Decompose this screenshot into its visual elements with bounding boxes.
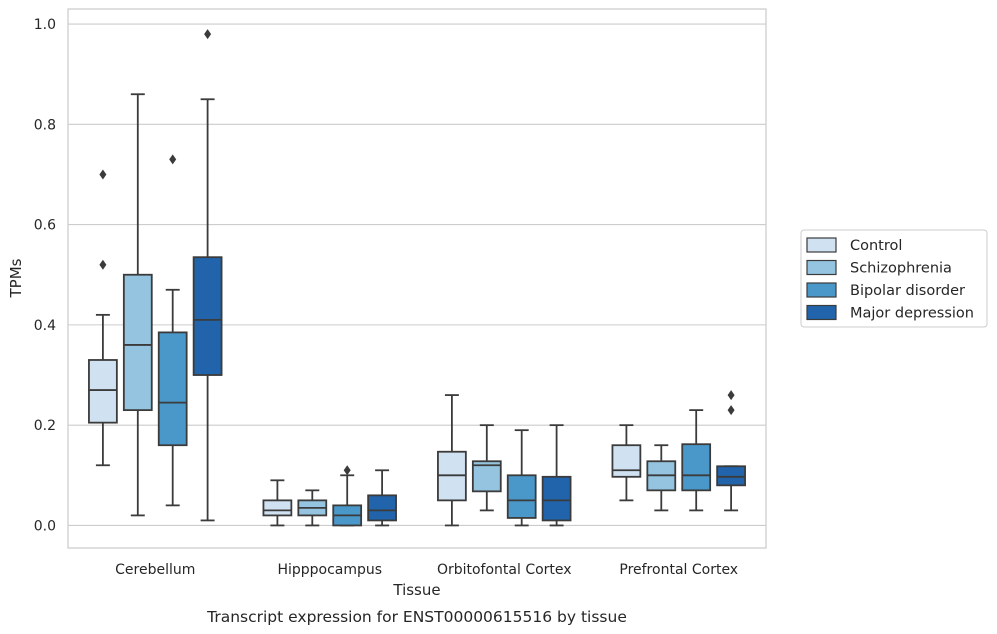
y-tick-label: 0.6 — [34, 218, 56, 234]
box — [506, 474, 537, 519]
y-tick-label: 0.0 — [34, 518, 56, 534]
box-group — [681, 409, 712, 512]
box-group — [192, 29, 223, 522]
box — [471, 460, 502, 493]
y-tick-label: 0.2 — [34, 418, 56, 434]
box — [262, 499, 293, 517]
boxes-layer — [88, 29, 746, 527]
x-tick-labels: Cerebellum Hipppocampus Orbitofontal Corte… — [115, 562, 738, 578]
outlier-point — [204, 29, 212, 40]
box-group — [332, 465, 363, 527]
box — [88, 359, 118, 424]
y-axis-label: TPMs — [7, 258, 25, 298]
x-tick-label: Cerebellum — [115, 562, 195, 578]
legend-swatch — [806, 237, 837, 253]
box-group — [157, 154, 188, 507]
legend-item: Major depression — [806, 304, 974, 322]
box — [367, 494, 397, 522]
legend-label: Control — [850, 238, 902, 254]
box-group — [716, 390, 746, 512]
legend-item: Control — [806, 237, 902, 254]
outlier-point — [727, 405, 735, 416]
box — [157, 331, 188, 447]
chart-caption: Transcript expression for ENST0000061551… — [206, 608, 627, 626]
box — [611, 444, 642, 478]
box-group — [262, 479, 293, 527]
box — [192, 256, 223, 376]
legend-label: Bipolar disorder — [850, 283, 965, 299]
legend-item: Schizophrenia — [806, 259, 952, 277]
plot-frame — [67, 8, 767, 549]
x-axis-label: Tissue — [392, 581, 440, 599]
legend-label: Major depression — [850, 306, 974, 322]
y-tick-label: 0.4 — [34, 318, 56, 334]
box — [122, 273, 153, 412]
outlier-point — [343, 465, 351, 476]
box-group — [506, 429, 537, 527]
box — [716, 465, 746, 487]
outlier-point — [99, 169, 107, 180]
legend-swatch — [806, 304, 837, 321]
legend-label: Schizophrenia — [850, 261, 952, 277]
box-group — [471, 424, 502, 512]
legend: Control Schizophrenia Bipolar disorder Majo… — [800, 229, 988, 328]
box-group — [297, 489, 328, 527]
x-tick-label: Prefrontal Cortex — [619, 562, 738, 578]
box-group — [541, 424, 572, 527]
legend-frame — [800, 229, 988, 328]
x-tick-label: Hipppocampus — [277, 562, 382, 578]
y-tick-labels: 0.0 0.2 0.4 0.6 0.8 1.0 — [34, 17, 56, 534]
outlier-point — [99, 259, 107, 270]
legend-swatch — [806, 259, 837, 276]
box — [541, 475, 572, 522]
x-tick-label: Orbitofontal Cortex — [437, 562, 572, 578]
legend-swatch — [806, 282, 837, 298]
box-group — [437, 394, 467, 527]
outlier-point — [169, 154, 177, 165]
box-group — [367, 469, 397, 527]
box-group — [122, 93, 153, 517]
legend-item: Bipolar disorder — [806, 282, 965, 299]
box-group — [646, 444, 677, 512]
y-tick-label: 1.0 — [34, 17, 56, 33]
box-group — [611, 424, 642, 502]
y-tick-label: 0.8 — [34, 117, 56, 133]
box — [681, 443, 712, 492]
box-group — [88, 169, 118, 467]
outlier-point — [727, 390, 735, 401]
